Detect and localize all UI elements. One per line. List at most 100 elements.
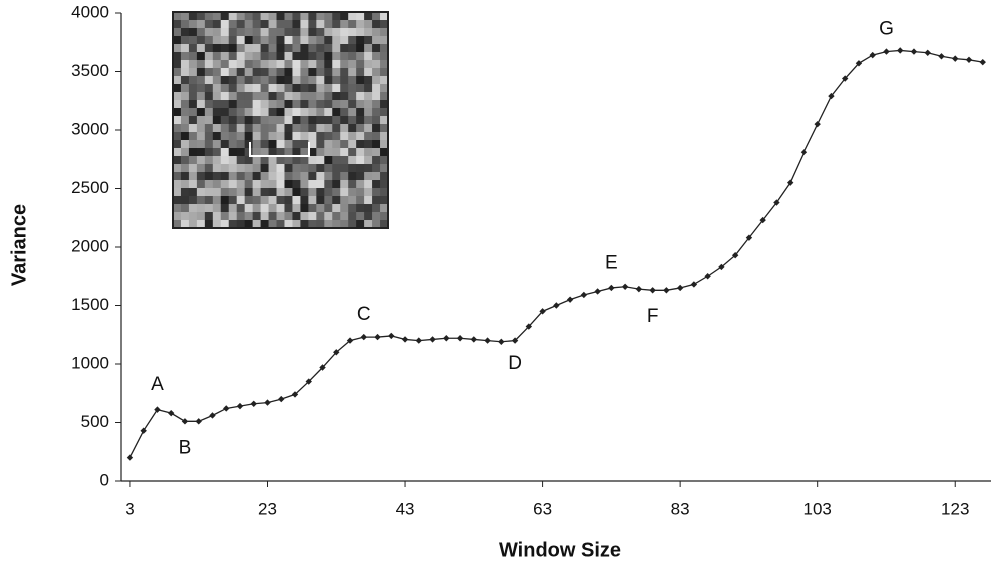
inset-pixel [284,116,292,125]
inset-pixel [300,188,308,197]
inset-pixel [173,20,181,29]
inset-pixel [173,36,181,45]
inset-pixel [277,108,285,117]
x-tick-label: 103 [804,499,832,518]
inset-pixel [324,100,332,109]
inset-pixel [173,148,181,157]
annotation: B [179,437,192,458]
inset-pixel [300,20,308,29]
inset-pixel [189,148,197,157]
inset-pixel [197,148,205,157]
data-point [622,284,628,290]
inset-pixel [356,44,364,53]
data-point [691,281,697,287]
inset-pixel [292,188,300,197]
inset-pixel [181,116,189,125]
inset-pixel [181,60,189,69]
data-point [471,336,477,342]
inset-pixel [229,188,237,197]
inset-pixel [300,100,308,109]
data-point [278,396,284,402]
inset-pixel [364,84,372,93]
inset-pixel [173,68,181,77]
inset-pixel [245,172,253,181]
inset-pixel [181,132,189,141]
inset-pixel [245,140,253,149]
inset-pixel [372,20,380,29]
inset-pixel [316,172,324,181]
inset-pixel [364,76,372,85]
inset-pixel [189,116,197,125]
inset-pixel [300,172,308,181]
inset-pixel [221,44,229,53]
inset-pixel [324,68,332,77]
inset-pixel [229,180,237,189]
inset-pixel [364,44,372,53]
inset-pixel [300,204,308,213]
inset-pixel [253,28,261,37]
inset-pixel [277,92,285,101]
inset-pixel [269,172,277,181]
inset-pixel [173,116,181,125]
inset-pixel [356,100,364,109]
inset-pixel [213,212,221,221]
inset-pixel [269,76,277,85]
inset-pixel [292,12,300,21]
inset-pixel [245,20,253,29]
inset-pixel [308,100,316,109]
inset-pixel [221,212,229,221]
inset-pixel [372,44,380,53]
inset-pixel [356,28,364,37]
inset-pixel [213,124,221,133]
inset-pixel [324,12,332,21]
inset-pixel [292,124,300,133]
inset-pixel [173,108,181,117]
inset-pixel [300,116,308,125]
inset-pixel [245,12,253,21]
inset-pixel [205,204,213,213]
inset-pixel [364,204,372,213]
inset-pixel [277,20,285,29]
annotation: D [508,353,522,374]
inset-pixel [181,164,189,173]
inset-pixel [277,68,285,77]
inset-pixel [364,124,372,133]
inset-pixel [261,132,269,141]
inset-pixel [332,68,340,77]
inset-pixel [237,68,245,77]
inset-pixel [356,204,364,213]
inset-pixel [356,180,364,189]
inset-pixel [221,116,229,125]
inset-pixel [173,132,181,141]
inset-pixel [316,12,324,21]
inset-pixel [205,164,213,173]
inset-pixel [261,84,269,93]
data-point [952,55,958,61]
inset-pixel [324,36,332,45]
inset-pixel [269,100,277,109]
inset-pixel [372,68,380,77]
inset-pixel [300,140,308,149]
inset-pixel [340,92,348,101]
inset-pixel [229,28,237,37]
inset-pixel [308,180,316,189]
inset-pixel [197,84,205,93]
inset-pixel [221,164,229,173]
inset-pixel [316,44,324,53]
inset-pixel [205,28,213,37]
inset-pixel [300,196,308,205]
inset-pixel [300,132,308,141]
inset-pixel [324,196,332,205]
inset-pixel [205,92,213,101]
inset-pixel [348,172,356,181]
inset-pixel [213,92,221,101]
inset-pixel [205,156,213,165]
inset-pixel [253,204,261,213]
inset-pixel [356,132,364,141]
inset-pixel [261,108,269,117]
inset-pixel [316,76,324,85]
inset-pixel [245,164,253,173]
inset-pixel [372,84,380,93]
inset-pixel [348,12,356,21]
inset-pixel [292,164,300,173]
